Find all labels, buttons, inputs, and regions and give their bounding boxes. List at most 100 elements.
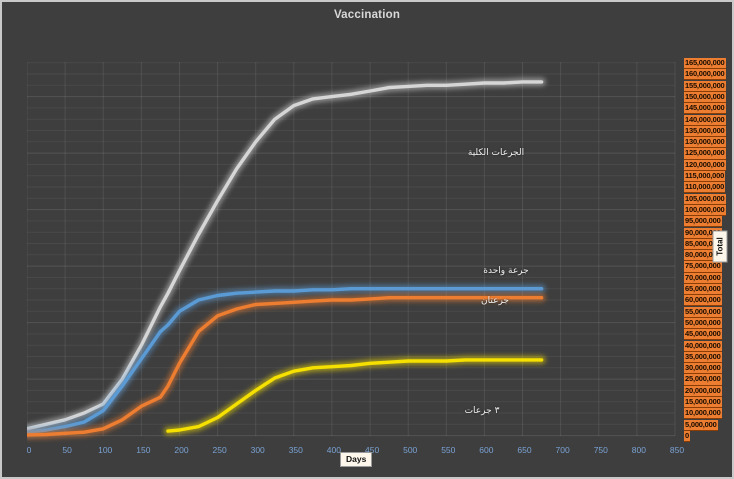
y-tick-text: 30,000,000 (684, 363, 722, 375)
y-tick-text: 0 (684, 430, 690, 443)
annotation-one-dose: جرعة واحدة (483, 266, 529, 276)
y-tick-label: 130,000,000 (684, 136, 726, 149)
annotation-two-doses: جرعتان (481, 296, 509, 306)
x-tick-label: 150 (136, 445, 151, 455)
y-tick-label: 75,000,000 (684, 260, 722, 273)
series-three-doses (166, 358, 544, 433)
plot-area (27, 57, 685, 443)
y-tick-text: 40,000,000 (684, 340, 722, 352)
y-tick-label: 0 (684, 430, 690, 443)
y-tick-label: 145,000,000 (684, 102, 726, 115)
y-tick-text: 95,000,000 (684, 216, 722, 228)
y-axis-title-text: Total (715, 237, 725, 256)
y-tick-text: 55,000,000 (684, 306, 722, 318)
y-tick-text: 165,000,000 (684, 58, 726, 70)
y-tick-text: 60,000,000 (684, 295, 722, 307)
y-tick-label: 90,000,000 (684, 227, 722, 239)
y-tick-text: 155,000,000 (684, 80, 726, 92)
y-tick-label: 95,000,000 (684, 215, 722, 228)
chart-title: Vaccination (333, 9, 401, 21)
y-tick-label: 125,000,000 (684, 147, 726, 160)
y-tick-text: 25,000,000 (684, 374, 722, 386)
y-tick-text: 125,000,000 (684, 148, 726, 160)
y-tick-label: 40,000,000 (684, 340, 722, 352)
y-tick-text: 15,000,000 (684, 397, 722, 409)
y-tick-text: 140,000,000 (684, 114, 726, 126)
y-tick-label: 10,000,000 (684, 407, 722, 420)
y-tick-label: 25,000,000 (684, 373, 722, 386)
y-tick-label: 80,000,000 (684, 249, 722, 262)
y-tick-label: 150,000,000 (684, 91, 726, 104)
y-tick-label: 155,000,000 (684, 80, 726, 92)
x-tick-label: 350 (288, 445, 303, 455)
y-tick-text: 115,000,000 (684, 171, 726, 183)
annotation-three-doses: ٣ جرعات (464, 406, 500, 416)
y-tick-text: 50,000,000 (684, 317, 722, 330)
y-tick-text: 75,000,000 (684, 261, 722, 273)
y-tick-label: 110,000,000 (684, 181, 726, 194)
y-tick-label: 35,000,000 (684, 351, 722, 363)
x-tick-label: 300 (250, 445, 265, 455)
x-tick-label: 500 (403, 445, 418, 455)
y-tick-label: 60,000,000 (684, 294, 722, 307)
y-tick-text: 65,000,000 (684, 284, 722, 296)
x-tick-label: 550 (441, 445, 456, 455)
x-tick-label: 100 (98, 445, 113, 455)
y-tick-text: 130,000,000 (684, 137, 726, 149)
y-tick-label: 100,000,000 (684, 204, 726, 217)
y-tick-label: 45,000,000 (684, 328, 722, 341)
y-tick-text: 100,000,000 (684, 204, 726, 217)
y-tick-label: 135,000,000 (684, 125, 726, 137)
y-tick-text: 105,000,000 (684, 193, 726, 205)
y-tick-text: 70,000,000 (684, 272, 722, 284)
x-tick-label: 750 (593, 445, 608, 455)
y-tick-label: 115,000,000 (684, 170, 726, 183)
y-tick-text: 80,000,000 (684, 250, 722, 262)
x-tick-label: 600 (479, 445, 494, 455)
x-tick-label: 850 (669, 445, 685, 455)
y-tick-text: 135,000,000 (684, 125, 726, 137)
x-tick-label: 50 (62, 445, 72, 455)
y-tick-label: 105,000,000 (684, 193, 726, 205)
y-axis-title: Total (712, 230, 728, 263)
y-tick-label: 5,000,000 (684, 419, 718, 431)
y-tick-text: 20,000,000 (684, 385, 722, 397)
y-tick-label: 160,000,000 (684, 68, 726, 81)
y-tick-text: 45,000,000 (684, 329, 722, 341)
y-tick-text: 150,000,000 (684, 91, 726, 104)
y-tick-text: 5,000,000 (684, 419, 718, 431)
x-tick-label: 700 (555, 445, 570, 455)
y-tick-text: 90,000,000 (684, 227, 722, 239)
x-tick-label: 200 (174, 445, 189, 455)
line-chart (27, 62, 676, 440)
y-tick-label: 85,000,000 (684, 238, 722, 250)
y-tick-label: 30,000,000 (684, 362, 722, 375)
y-tick-text: 160,000,000 (684, 69, 726, 81)
y-tick-label: 120,000,000 (684, 159, 726, 171)
annotation-total-doses: الجرعات الكلية (467, 148, 525, 158)
x-tick-label: 250 (212, 445, 227, 455)
series-two-doses (27, 295, 544, 437)
y-tick-label: 15,000,000 (684, 396, 722, 409)
x-axis-ticks: 0 50 100 150 200 250 300 350 400 450 500 550 600 650 7… (27, 445, 689, 457)
series-one-dose (27, 286, 544, 434)
y-tick-label: 50,000,000 (684, 317, 722, 330)
x-tick-label: 450 (365, 445, 380, 455)
y-tick-text: 120,000,000 (684, 159, 726, 171)
y-tick-text: 110,000,000 (684, 182, 726, 194)
y-axis-ticks: 165,000,000 160,000,000 155,000,000 150,000… (684, 57, 732, 445)
y-tick-text: 35,000,000 (684, 351, 722, 363)
y-tick-label: 70,000,000 (684, 272, 722, 284)
y-tick-label: 55,000,000 (684, 306, 722, 318)
y-tick-text: 145,000,000 (684, 103, 726, 115)
x-tick-label: 400 (326, 445, 341, 455)
y-tick-text: 85,000,000 (684, 238, 722, 250)
series-three-doses-glow (163, 355, 546, 436)
x-tick-label: 800 (631, 445, 646, 455)
x-tick-label: 0 (26, 445, 32, 455)
x-tick-label: 650 (517, 445, 532, 455)
y-tick-label: 65,000,000 (684, 283, 722, 296)
y-tick-label: 20,000,000 (684, 385, 722, 397)
y-tick-label: 140,000,000 (684, 114, 726, 126)
